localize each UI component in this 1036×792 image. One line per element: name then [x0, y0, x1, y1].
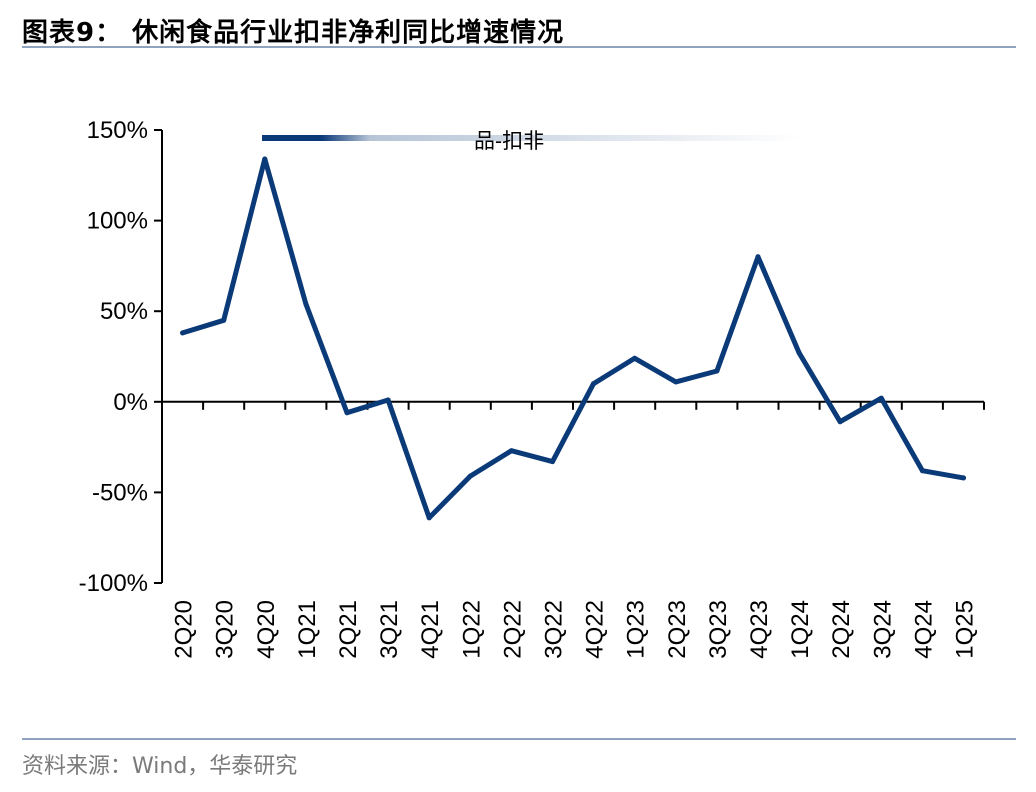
x-tick-label: 2Q20	[171, 600, 198, 659]
data-point	[550, 459, 555, 465]
data-point	[303, 301, 309, 307]
x-tick-label: 4Q21	[417, 600, 444, 659]
data-point	[221, 317, 227, 323]
data-point	[837, 419, 843, 425]
data-point	[673, 379, 679, 385]
data-point	[262, 156, 268, 162]
data-point	[796, 350, 802, 356]
data-point	[878, 395, 884, 401]
data-point	[714, 368, 720, 374]
title-divider	[22, 46, 1016, 48]
legend: 品-扣非	[262, 129, 802, 153]
data-point	[591, 381, 596, 387]
data-point	[344, 410, 350, 416]
y-axis: -100% -50% 0% 50% 100% 150%	[79, 117, 163, 597]
x-tick-label: 4Q22	[582, 600, 609, 659]
source-note: 资料来源：Wind，华泰研究	[22, 754, 298, 779]
x-tick-label: 2Q24	[828, 600, 855, 659]
y-tick-label: 50%	[100, 298, 148, 325]
x-tick-label: 2Q22	[499, 600, 526, 659]
y-tick-label: 150%	[87, 117, 148, 144]
y-tick-label: -50%	[92, 479, 148, 506]
data-point	[919, 468, 925, 474]
x-tick-label: 3Q24	[869, 600, 896, 659]
legend-swatch	[262, 135, 802, 141]
x-tick-label: 1Q22	[458, 600, 485, 659]
data-point	[180, 330, 186, 336]
x-tick-label: 3Q22	[540, 600, 567, 659]
source-divider	[22, 738, 1016, 740]
x-axis: 2Q20 3Q20 4Q20 1Q21 2Q21 3Q21 4Q21 1Q22 2Q22 3Q22…	[161, 400, 985, 659]
y-tick-label: -100%	[79, 570, 148, 597]
data-point	[632, 355, 638, 361]
y-tick-label: 100%	[87, 208, 148, 235]
y-tick-label: 0%	[113, 389, 148, 416]
x-tick-label: 1Q21	[294, 600, 321, 659]
data-point	[385, 397, 391, 403]
x-tick-label: 4Q20	[253, 600, 280, 659]
x-tick-label: 4Q24	[910, 600, 937, 659]
x-tick-label: 3Q20	[212, 600, 239, 659]
x-tick-label: 3Q21	[376, 600, 403, 659]
x-tick-label: 1Q23	[623, 600, 650, 659]
data-point	[961, 475, 966, 481]
chart-title: 图表9： 休闲食品行业扣非净利同比增速情况	[22, 18, 565, 48]
data-point	[426, 515, 432, 521]
x-tick-label: 2Q21	[335, 600, 362, 659]
x-tick-label: 1Q25	[951, 600, 978, 659]
x-tick-label: 3Q23	[705, 600, 732, 659]
legend-label: 品-扣非	[474, 129, 544, 153]
data-point	[508, 448, 514, 454]
x-tick-label: 4Q23	[746, 600, 773, 659]
data-point	[755, 254, 761, 260]
x-tick-label: 1Q24	[787, 600, 814, 659]
x-tick-label: 2Q23	[664, 600, 691, 659]
line-chart: -100%-50%0%50%100%150% 2Q20 3Q20 4Q20 1Q21 2…	[79, 117, 985, 659]
series-line	[180, 156, 966, 521]
series-group	[180, 156, 966, 521]
data-point	[467, 473, 473, 479]
